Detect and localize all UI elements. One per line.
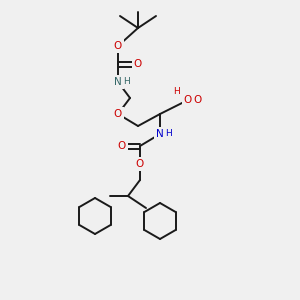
Text: H: H <box>123 77 129 86</box>
Text: O: O <box>114 41 122 51</box>
Text: O: O <box>136 159 144 169</box>
Text: N: N <box>114 77 122 87</box>
Text: O: O <box>184 95 192 105</box>
Text: N: N <box>156 129 164 139</box>
Text: H: H <box>165 130 171 139</box>
Text: O: O <box>114 109 122 119</box>
Text: O: O <box>118 141 126 151</box>
Text: O: O <box>134 59 142 69</box>
Text: H: H <box>172 88 179 97</box>
Text: O: O <box>194 95 202 105</box>
